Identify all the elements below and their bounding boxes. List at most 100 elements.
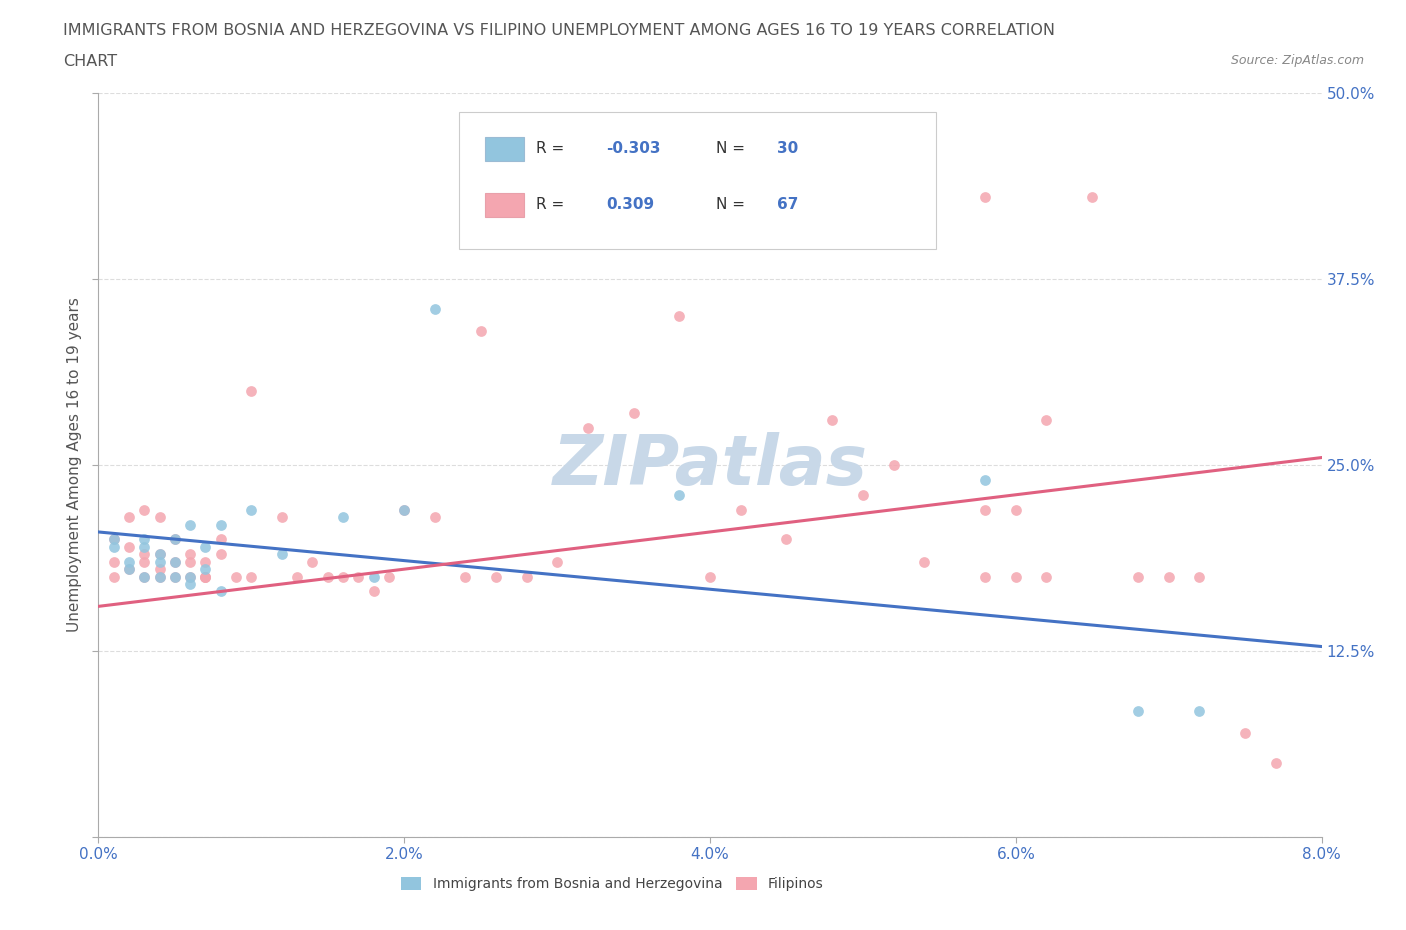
Point <box>149 569 172 584</box>
Point <box>1188 703 1211 718</box>
Point <box>194 569 217 584</box>
Point <box>1081 190 1104 205</box>
FancyBboxPatch shape <box>485 137 524 161</box>
Point <box>134 539 156 554</box>
Point <box>668 487 690 502</box>
Point <box>134 547 156 562</box>
Point <box>485 569 508 584</box>
Point <box>118 510 141 525</box>
Point <box>363 569 385 584</box>
Point <box>1157 569 1180 584</box>
Point <box>974 472 997 487</box>
Point <box>103 569 125 584</box>
Text: ZIPatlas: ZIPatlas <box>553 432 868 498</box>
Point <box>883 458 905 472</box>
Point <box>179 569 201 584</box>
Point <box>118 562 141 577</box>
FancyBboxPatch shape <box>460 112 936 249</box>
Point <box>852 487 875 502</box>
Point <box>103 532 125 547</box>
Point <box>912 554 935 569</box>
Point <box>209 547 232 562</box>
Point <box>1264 755 1286 770</box>
FancyBboxPatch shape <box>485 193 524 217</box>
Point <box>103 554 125 569</box>
Point <box>546 554 568 569</box>
Point <box>423 301 446 316</box>
Point <box>240 383 263 398</box>
Point <box>225 569 247 584</box>
Point <box>149 569 172 584</box>
Point <box>209 517 232 532</box>
Point <box>209 532 232 547</box>
Text: Source: ZipAtlas.com: Source: ZipAtlas.com <box>1230 54 1364 67</box>
Point <box>270 547 294 562</box>
Point <box>392 502 416 517</box>
Point <box>149 562 172 577</box>
Text: 30: 30 <box>778 141 799 156</box>
Point <box>149 547 172 562</box>
Point <box>974 502 997 517</box>
Text: -0.303: -0.303 <box>606 141 661 156</box>
Point <box>103 539 125 554</box>
Text: 67: 67 <box>778 197 799 212</box>
Point <box>1128 569 1150 584</box>
Point <box>423 510 446 525</box>
Point <box>301 554 323 569</box>
Point <box>347 569 370 584</box>
Point <box>240 569 263 584</box>
Point <box>209 584 232 599</box>
Point <box>163 569 186 584</box>
Point <box>118 539 141 554</box>
Point <box>470 324 492 339</box>
Point <box>163 532 186 547</box>
Point <box>194 569 217 584</box>
Text: 0.309: 0.309 <box>606 197 654 212</box>
Point <box>194 562 217 577</box>
Y-axis label: Unemployment Among Ages 16 to 19 years: Unemployment Among Ages 16 to 19 years <box>66 298 82 632</box>
Point <box>194 554 217 569</box>
Text: N =: N = <box>716 197 749 212</box>
Point <box>163 532 186 547</box>
Point <box>730 502 752 517</box>
Point <box>194 569 217 584</box>
Point <box>974 190 997 205</box>
Point <box>149 547 172 562</box>
Point <box>118 562 141 577</box>
Point <box>118 554 141 569</box>
Point <box>179 517 201 532</box>
Point <box>1035 413 1057 428</box>
Point <box>454 569 477 584</box>
Point <box>1035 569 1057 584</box>
Point <box>134 554 156 569</box>
Point <box>821 413 844 428</box>
Text: R =: R = <box>536 197 574 212</box>
Point <box>668 309 690 324</box>
Point <box>270 510 294 525</box>
Point <box>179 569 201 584</box>
Point <box>332 510 354 525</box>
Point <box>1188 569 1211 584</box>
Point <box>240 502 263 517</box>
Point <box>775 532 797 547</box>
Point <box>134 569 156 584</box>
Point <box>316 569 339 584</box>
Point <box>163 554 186 569</box>
Point <box>974 569 997 584</box>
Point <box>1128 703 1150 718</box>
Legend: Immigrants from Bosnia and Herzegovina, Filipinos: Immigrants from Bosnia and Herzegovina, … <box>395 872 830 897</box>
Point <box>332 569 354 584</box>
Point <box>163 554 186 569</box>
Point <box>163 569 186 584</box>
Point <box>179 554 201 569</box>
Point <box>1004 502 1026 517</box>
Point <box>363 584 385 599</box>
Point <box>149 510 172 525</box>
Point <box>194 539 217 554</box>
Text: R =: R = <box>536 141 569 156</box>
Point <box>623 405 645 420</box>
Point <box>134 532 156 547</box>
Point <box>134 569 156 584</box>
Text: CHART: CHART <box>63 54 117 69</box>
Point <box>179 547 201 562</box>
